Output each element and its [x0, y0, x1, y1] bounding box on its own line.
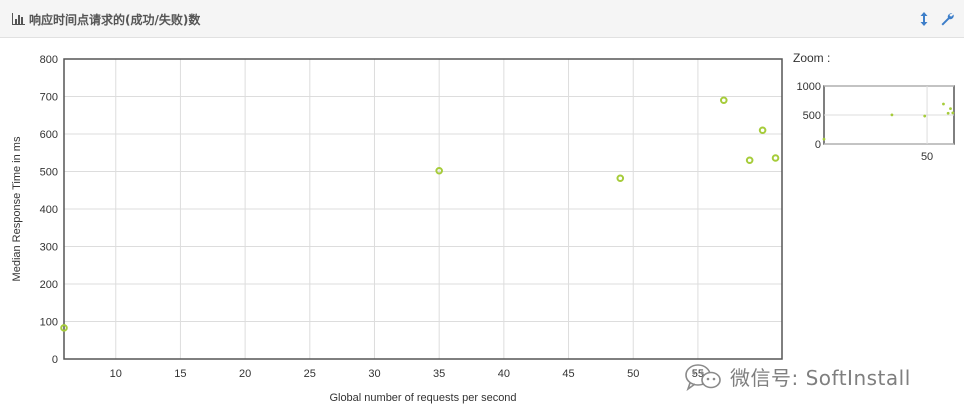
y-axis-label: Median Response Time in ms — [11, 136, 23, 281]
data-point — [745, 156, 754, 165]
wrench-icon — [941, 13, 954, 26]
zoom-data-point — [949, 107, 952, 111]
y-tick-label: 400 — [40, 204, 58, 216]
wechat-icon — [685, 363, 721, 391]
x-tick-label: 50 — [627, 368, 639, 380]
x-tick-label: 15 — [174, 368, 186, 380]
y-axis-ticks: 0 100 200 300 400 500 600 700 800 — [40, 54, 58, 366]
toggle-button[interactable] — [916, 11, 932, 27]
panel-title: 响应时间点请求的(成功/失败)数 — [12, 10, 200, 28]
zoom-x-tick-label: 50 — [921, 151, 933, 163]
zoom-ticks: 1000 500 0 50 — [797, 81, 934, 163]
zoom-data-point — [951, 111, 955, 115]
zoom-gridlines — [824, 85, 954, 145]
x-tick-label: 35 — [433, 368, 445, 380]
x-axis-label: Global number of requests per second — [329, 392, 516, 404]
zoom-data-point — [946, 111, 950, 115]
watermark-text: 微信号: SoftInstall — [730, 366, 911, 390]
x-tick-label: 10 — [110, 368, 122, 380]
y-tick-label: 0 — [52, 354, 58, 366]
x-tick-label: 45 — [562, 368, 574, 380]
y-tick-label: 800 — [40, 54, 58, 66]
data-point — [60, 324, 68, 332]
settings-button[interactable] — [939, 11, 955, 27]
zoom-overview[interactable]: 1000 500 0 50 — [797, 81, 955, 163]
zoom-data-point — [890, 113, 894, 117]
zoom-data-point — [822, 137, 826, 141]
x-axis-ticks: 10 15 20 25 30 35 40 45 50 55 — [110, 368, 704, 380]
y-tick-label: 300 — [40, 242, 58, 254]
x-tick-label: 20 — [239, 368, 251, 380]
zoom-y-tick-label: 500 — [803, 110, 821, 122]
x-tick-label: 30 — [368, 368, 380, 380]
zoom-label: Zoom : — [793, 51, 831, 65]
zoom-y-tick-label: 1000 — [797, 81, 821, 93]
zoom-y-tick-label: 0 — [815, 139, 821, 151]
x-tick-label: 25 — [304, 368, 316, 380]
panel-header: 响应时间点请求的(成功/失败)数 — [0, 0, 964, 38]
zoom-data-point — [942, 102, 945, 106]
data-point — [771, 154, 780, 162]
data-point — [616, 174, 625, 183]
chart-title: 响应时间点请求的(成功/失败)数 — [29, 12, 201, 27]
y-tick-label: 100 — [40, 317, 58, 329]
y-tick-label: 700 — [40, 92, 58, 104]
plot-frame — [63, 58, 783, 360]
x-tick-label: 55 — [692, 368, 704, 380]
data-points — [60, 96, 780, 332]
data-point — [435, 166, 443, 175]
data-point — [758, 126, 767, 135]
y-tick-label: 500 — [40, 167, 58, 179]
gridlines — [64, 58, 782, 360]
bar-chart-icon — [12, 13, 25, 25]
watermark: 微信号: SoftInstall — [684, 362, 911, 391]
data-point — [719, 96, 728, 105]
zoom-data-point — [923, 114, 927, 118]
y-tick-label: 200 — [40, 279, 58, 291]
vertical-arrows-icon — [920, 12, 928, 26]
y-tick-label: 600 — [40, 129, 58, 141]
x-tick-label: 40 — [498, 368, 510, 380]
zoom-points — [822, 102, 955, 141]
